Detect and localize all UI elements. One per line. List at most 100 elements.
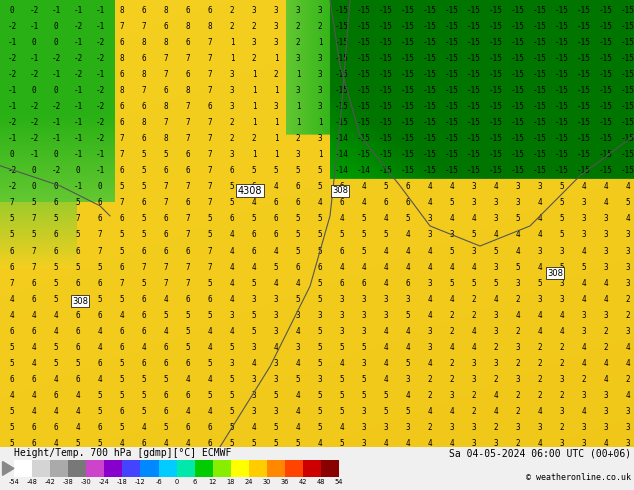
Text: 2: 2 [252,54,256,63]
Text: 3: 3 [626,263,630,271]
Text: 4: 4 [340,423,344,432]
Text: 5: 5 [98,391,102,400]
Text: 3: 3 [274,327,278,336]
Text: 5: 5 [230,407,235,416]
Text: 8: 8 [186,22,190,30]
Text: 4: 4 [75,423,81,432]
Text: -15: -15 [511,70,525,79]
Text: 5: 5 [141,166,146,175]
Text: 2: 2 [515,391,521,400]
Text: -15: -15 [423,118,437,127]
Text: -15: -15 [379,86,393,95]
Text: 3: 3 [361,295,366,304]
Text: -15: -15 [335,22,349,30]
Text: 4: 4 [340,359,344,368]
Text: 6: 6 [164,215,168,223]
Text: -15: -15 [423,86,437,95]
Text: -15: -15 [577,134,591,143]
Text: 5: 5 [274,423,278,432]
Text: 6: 6 [141,359,146,368]
Text: 4: 4 [494,295,498,304]
Text: 6: 6 [295,182,301,191]
Text: 7: 7 [208,134,212,143]
Text: 8: 8 [120,54,124,63]
Text: 8: 8 [164,102,168,111]
Text: -15: -15 [357,150,371,159]
Text: 2: 2 [274,70,278,79]
Text: 6: 6 [32,327,36,336]
Text: -15: -15 [577,38,591,47]
Text: 308: 308 [72,297,88,306]
Text: 6: 6 [54,230,58,240]
Text: 5: 5 [560,230,564,240]
Text: 4: 4 [538,311,542,320]
Text: 3: 3 [626,230,630,240]
Text: 4: 4 [384,215,388,223]
Text: 4: 4 [515,230,521,240]
Text: 0: 0 [75,166,81,175]
Text: -15: -15 [511,5,525,15]
Text: -15: -15 [401,86,415,95]
Text: -30: -30 [81,479,91,485]
Text: -1: -1 [95,22,105,30]
Bar [231,460,249,477]
Text: -15: -15 [621,70,634,79]
Text: 3: 3 [230,150,235,159]
Text: 7: 7 [208,182,212,191]
Text: -15: -15 [533,150,547,159]
Text: 6: 6 [186,70,190,79]
Text: 5: 5 [141,279,146,288]
Text: 3: 3 [604,423,608,432]
Text: 6: 6 [164,407,168,416]
Text: 1: 1 [252,70,256,79]
Text: 7: 7 [208,166,212,175]
Text: 2: 2 [428,391,432,400]
Text: 3: 3 [581,423,586,432]
Text: 3: 3 [252,407,256,416]
Text: 5: 5 [230,375,235,384]
Text: 3: 3 [472,198,476,207]
Text: 6: 6 [10,327,15,336]
Text: -15: -15 [511,134,525,143]
Text: 4: 4 [295,359,301,368]
Text: 4: 4 [230,230,235,240]
Text: 5: 5 [295,440,301,448]
Text: 6: 6 [120,118,124,127]
Text: 4: 4 [450,343,455,352]
Text: 24: 24 [245,479,253,485]
Text: 6: 6 [252,182,256,191]
Text: 3: 3 [472,359,476,368]
Text: -15: -15 [357,38,371,47]
Text: -2: -2 [95,134,105,143]
Text: 0: 0 [32,38,36,47]
Text: -15: -15 [445,150,459,159]
Text: 18: 18 [226,479,235,485]
Text: 1: 1 [274,86,278,95]
Text: 3: 3 [626,407,630,416]
Bar [285,460,303,477]
Text: -1: -1 [95,166,105,175]
Text: 5: 5 [120,246,124,256]
Text: 4: 4 [340,215,344,223]
Text: 2: 2 [472,391,476,400]
Text: -15: -15 [445,70,459,79]
Text: 5: 5 [361,375,366,384]
Text: -54: -54 [8,479,20,485]
Text: 5: 5 [120,391,124,400]
Text: 6: 6 [75,279,81,288]
Text: 5: 5 [230,343,235,352]
Text: 6: 6 [54,198,58,207]
Text: 5: 5 [384,230,388,240]
Text: 5: 5 [406,215,410,223]
Text: -1: -1 [95,150,105,159]
Text: 2: 2 [450,375,455,384]
Text: -15: -15 [335,54,349,63]
Text: 3: 3 [252,5,256,15]
Text: -15: -15 [379,22,393,30]
Text: 3: 3 [252,391,256,400]
Text: -15: -15 [577,22,591,30]
Text: 4: 4 [186,440,190,448]
Text: 4: 4 [295,407,301,416]
Text: -15: -15 [533,166,547,175]
Text: 3: 3 [472,246,476,256]
